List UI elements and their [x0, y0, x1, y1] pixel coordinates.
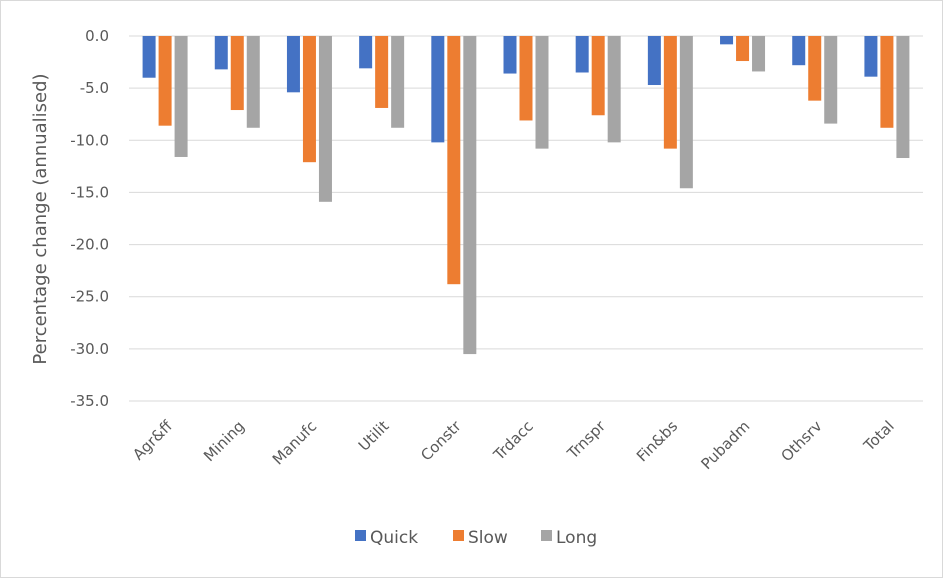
- bar-quick-utilit: [359, 36, 373, 69]
- y-tick-label: -5.0: [80, 79, 109, 97]
- bar-long-trdacc: [535, 36, 549, 149]
- bar-long-pubadm: [752, 36, 766, 72]
- legend-label-quick: Quick: [370, 528, 418, 548]
- y-tick-label: -25.0: [70, 288, 109, 306]
- bar-quick-manufc: [286, 36, 300, 93]
- bar-slow-pubadm: [736, 36, 750, 62]
- category-label: Agr&ff: [129, 417, 176, 464]
- bar-quick-pubadm: [720, 36, 734, 45]
- legend-label-long: Long: [556, 528, 597, 548]
- bar-quick-total: [864, 36, 878, 77]
- bar-slow-total: [880, 36, 894, 128]
- y-tick-label: -10.0: [70, 131, 109, 149]
- y-tick-label: 0.0: [85, 27, 109, 45]
- category-label: Mining: [200, 417, 248, 465]
- y-axis-title: Percentage change (annualised): [30, 73, 51, 364]
- y-tick-label: -20.0: [70, 236, 109, 254]
- category-label: Othsrv: [777, 417, 825, 465]
- bar-quick-constr: [431, 36, 445, 143]
- bar-quick-mining: [214, 36, 228, 70]
- bar-slow-trdacc: [519, 36, 533, 121]
- bar-long-utilit: [391, 36, 405, 128]
- bar-slow-agrff: [158, 36, 172, 126]
- category-label: Constr: [417, 417, 465, 465]
- legend-swatch-slow: [453, 530, 464, 541]
- legend-swatch-long: [541, 530, 552, 541]
- y-tick-label: -30.0: [70, 340, 109, 358]
- category-label: Trdacc: [489, 417, 536, 464]
- category-label: Trnspr: [563, 417, 609, 463]
- bar-quick-othsrv: [792, 36, 806, 66]
- category-labels: Agr&ff Mining Manufc Utilit Constr Trdacc Trns…: [129, 417, 897, 474]
- y-tick-label: -15.0: [70, 183, 109, 201]
- bar-slow-othsrv: [808, 36, 822, 101]
- legend-swatch-quick: [355, 530, 366, 541]
- gridlines: [129, 35, 923, 402]
- bar-slow-trnspr: [591, 36, 605, 116]
- category-label: Pubadm: [697, 417, 753, 473]
- bar-quick-trdacc: [503, 36, 517, 74]
- bar-quick-finbs: [647, 36, 661, 86]
- bar-long-constr: [463, 36, 477, 355]
- y-tick-labels: 0.0 -5.0 -10.0 -15.0 -20.0 -25.0 -30.0 -35.0: [70, 27, 109, 410]
- bar-long-othsrv: [824, 36, 838, 124]
- bar-long-total: [896, 36, 910, 159]
- bars: [142, 36, 910, 355]
- bar-slow-constr: [447, 36, 461, 285]
- bar-slow-mining: [230, 36, 244, 111]
- category-label: Fin&bs: [633, 417, 681, 465]
- category-label: Total: [860, 417, 898, 455]
- category-label: Utilit: [355, 417, 393, 455]
- bar-long-manufc: [318, 36, 332, 202]
- legend: Quick Slow Long: [355, 528, 597, 548]
- legend-label-slow: Slow: [468, 528, 508, 548]
- bar-slow-utilit: [375, 36, 389, 108]
- bar-slow-finbs: [663, 36, 677, 149]
- bar-long-agrff: [174, 36, 188, 157]
- category-label: Manufc: [269, 417, 320, 468]
- bar-long-trnspr: [607, 36, 621, 143]
- bar-slow-manufc: [302, 36, 316, 163]
- bar-quick-agrff: [142, 36, 156, 78]
- bar-long-finbs: [679, 36, 693, 189]
- bar-long-mining: [246, 36, 260, 128]
- bar-quick-trnspr: [575, 36, 589, 73]
- y-tick-label: -35.0: [70, 392, 109, 410]
